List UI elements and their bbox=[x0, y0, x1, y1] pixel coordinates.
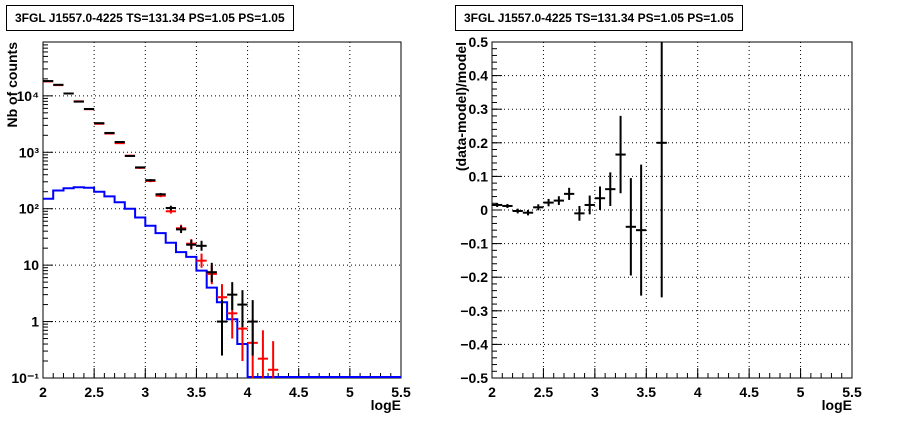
data-point bbox=[206, 262, 217, 283]
y-tick-label: 0.5 bbox=[469, 34, 489, 50]
y-tick-label: 0.3 bbox=[469, 101, 489, 117]
data-point bbox=[155, 192, 166, 196]
residual-point bbox=[502, 203, 513, 208]
data-point bbox=[63, 92, 74, 95]
data-point bbox=[114, 141, 125, 144]
x-tick-label: 5 bbox=[797, 384, 805, 400]
data-point bbox=[124, 154, 136, 157]
x-tick-label: 4 bbox=[694, 384, 702, 400]
x-tick-label: 3 bbox=[141, 384, 149, 400]
x-tick-label: 2.5 bbox=[534, 384, 554, 400]
data-point bbox=[53, 83, 64, 86]
residual-point bbox=[512, 208, 523, 214]
residual-point bbox=[533, 204, 544, 211]
residuals-plot: 2 2.5 3 3.5 4 4.5 5 5.5 −0.5 −0.4 −0.3 −0.2 −0.1 0 0.1… bbox=[453, 34, 862, 413]
data-point bbox=[175, 225, 187, 234]
y-axis-label: Nb of counts bbox=[4, 42, 20, 128]
residual-point bbox=[605, 172, 616, 206]
counts-plot: 2 2.5 3 3.5 4 4.5 5 5.5 10⁻¹ 1 10 10² 10³ 10⁴ logE Nb o… bbox=[4, 41, 411, 413]
y-tick-label: 10² bbox=[19, 201, 40, 217]
x-axis-label: logE bbox=[822, 397, 852, 413]
data-point bbox=[216, 300, 228, 356]
data-point bbox=[104, 131, 115, 134]
residual-point bbox=[656, 42, 667, 298]
residual-point bbox=[492, 202, 503, 207]
model-point bbox=[257, 330, 269, 378]
y-tick-label: −0.5 bbox=[460, 370, 488, 386]
residual-point bbox=[615, 115, 626, 194]
residual-point bbox=[584, 195, 595, 215]
data-point bbox=[186, 239, 197, 250]
residual-point bbox=[574, 205, 585, 221]
y-tick-label: 10⁻¹ bbox=[11, 370, 39, 386]
y-axis-label: (data-model)/model bbox=[453, 42, 469, 171]
residual-point bbox=[564, 187, 575, 200]
y-tick-label: −0.2 bbox=[460, 269, 488, 285]
data-point bbox=[135, 166, 146, 169]
residuals-panel: 2 2.5 3 3.5 4 4.5 5 5.5 −0.5 −0.4 −0.3 −0.2 −0.1 0 0.1… bbox=[449, 0, 898, 421]
y-tick-label: −0.1 bbox=[460, 236, 488, 252]
y-tick-label: 0.4 bbox=[469, 68, 489, 84]
y-tick-label: 1 bbox=[31, 314, 39, 330]
x-tick-label: 4 bbox=[244, 384, 252, 400]
residual-point bbox=[522, 210, 534, 216]
data-point bbox=[83, 107, 95, 110]
y-tick-label: 0 bbox=[480, 202, 488, 218]
data-point bbox=[227, 282, 238, 311]
y-tick-label: −0.4 bbox=[460, 336, 488, 352]
data-point bbox=[94, 122, 105, 125]
y-tick-label: 0.1 bbox=[469, 168, 489, 184]
y-tick-label: 10⁴ bbox=[17, 88, 40, 104]
y-tick-label: 0.2 bbox=[469, 135, 489, 151]
model-point bbox=[268, 341, 279, 378]
counts-panel: 2 2.5 3 3.5 4 4.5 5 5.5 10⁻¹ 1 10 10² 10³ 10⁴ logE Nb o… bbox=[4, 5, 411, 413]
residual-point bbox=[594, 186, 606, 210]
x-tick-label: 3.5 bbox=[187, 384, 207, 400]
data-point bbox=[145, 179, 156, 182]
y-tick-label: 10³ bbox=[19, 144, 40, 160]
residual-point bbox=[625, 178, 636, 276]
data-point bbox=[165, 205, 176, 211]
x-tick-label: 5.5 bbox=[842, 384, 862, 400]
x-tick-label: 3 bbox=[591, 384, 599, 400]
residual-point bbox=[636, 164, 647, 296]
x-tick-label: 2 bbox=[39, 384, 47, 400]
y-tick-label: −0.3 bbox=[460, 303, 488, 319]
data-point bbox=[247, 300, 258, 356]
x-tick-label: 2.5 bbox=[84, 384, 104, 400]
x-tick-label: 4.5 bbox=[289, 384, 309, 400]
chart-title: 3FGL J1557.0-4225 TS=131.34 PS=1.05 PS=1… bbox=[6, 5, 294, 31]
x-tick-label: 5.5 bbox=[391, 384, 411, 400]
data-point bbox=[237, 290, 248, 328]
x-tick-label: 3.5 bbox=[637, 384, 657, 400]
data-point bbox=[43, 80, 54, 83]
model-point bbox=[196, 253, 207, 268]
model-histogram-line bbox=[43, 186, 401, 378]
x-axis-label: logE bbox=[371, 397, 401, 413]
x-tick-label: 5 bbox=[346, 384, 354, 400]
data-point bbox=[196, 240, 207, 251]
x-tick-label: 4.5 bbox=[739, 384, 759, 400]
y-tick-label: 10 bbox=[23, 257, 39, 273]
residual-point bbox=[543, 198, 554, 207]
residual-point bbox=[553, 196, 564, 205]
chart-title: 3FGL J1557.0-4225 TS=131.34 PS=1.05 PS=1… bbox=[455, 5, 743, 31]
x-tick-label: 2 bbox=[488, 384, 496, 400]
data-point bbox=[73, 100, 84, 103]
